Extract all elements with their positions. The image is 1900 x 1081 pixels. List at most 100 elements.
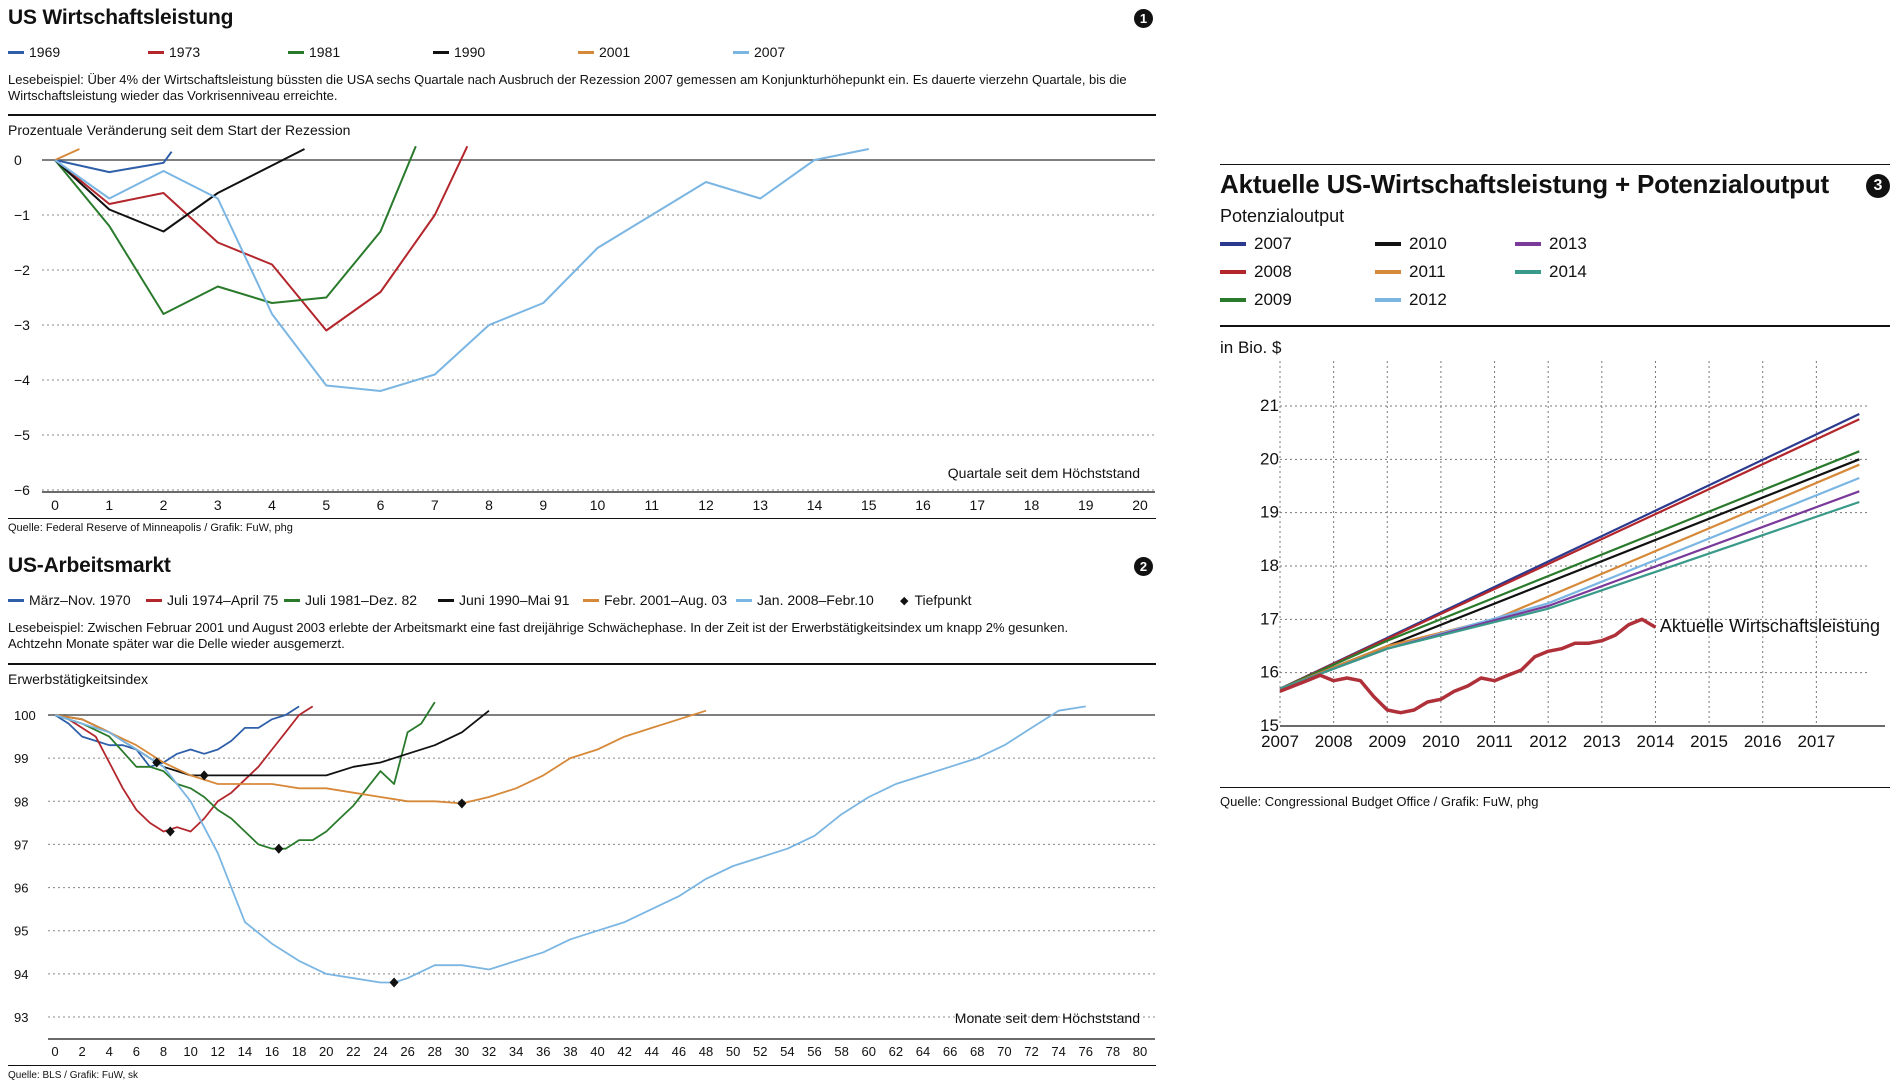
legend-swatch [1375, 270, 1401, 274]
x-tick-label: 30 [455, 1044, 469, 1059]
legend-label: Febr. 2001–Aug. 03 [604, 592, 727, 608]
x-tick-label: 34 [509, 1044, 523, 1059]
x-tick-label: 40 [590, 1044, 604, 1059]
panel-number-badge: 3 [1866, 174, 1890, 198]
y-tick-label: 21 [1260, 396, 1279, 415]
divider [8, 1065, 1156, 1066]
y-tick-label: 99 [14, 751, 28, 766]
gdp-chart: 0−1−2−3−4−5−60 1 2 3 4 5 6 7 8 9 10 11 12 13 14 15 16 17 1… [14, 145, 1155, 513]
legend-item: 2009 [1220, 290, 1292, 310]
series-line [54, 705, 314, 833]
x-tick-label: 0 [51, 1044, 58, 1059]
legend-swatch [1220, 270, 1246, 274]
x-tick-label: 78 [1106, 1044, 1120, 1059]
x-tick-label: 13 [752, 497, 768, 513]
x-tick-label: 2015 [1690, 732, 1728, 751]
divider [8, 114, 1156, 116]
legend-item: Jan. 2008–Febr.10 [736, 592, 896, 608]
y-tick-label: −5 [14, 427, 30, 443]
x-tick-label: 17 [969, 497, 985, 513]
y-tick-label: 15 [1260, 716, 1279, 735]
y-tick-label: 96 [14, 881, 28, 896]
y-tick-label: −4 [14, 372, 30, 388]
series-line [54, 701, 436, 850]
x-tick-label: 44 [645, 1044, 659, 1059]
series-line [1279, 450, 1860, 690]
x-tick-label: 2010 [1422, 732, 1460, 751]
x-tick-label: 14 [238, 1044, 252, 1059]
legend-swatch [736, 598, 752, 602]
legend-item: 1973 [148, 44, 288, 60]
x-tick-label: 2014 [1637, 732, 1675, 751]
gdp-legend: 1969 1973 1981 1990 2001 2007 [8, 44, 873, 60]
legend-swatch [148, 50, 164, 54]
y-tick-label: 18 [1260, 556, 1279, 575]
x-tick-label: 20 [1132, 497, 1148, 513]
actual-output-label: Aktuelle Wirtschaftsleistung [1660, 616, 1880, 636]
labor-panel-title: US-Arbeitsmarkt [8, 554, 171, 577]
series-line [54, 709, 707, 805]
x-tick-label: 2009 [1368, 732, 1406, 751]
x-axis-title: Quartale seit dem Höchststand [948, 465, 1140, 481]
x-tick-label: 4 [106, 1044, 113, 1059]
legend-swatch [284, 598, 300, 602]
legend-label: 2009 [1254, 290, 1292, 309]
series-line [54, 145, 417, 315]
gdp-panel: US Wirtschaftsleistung 1 1969 1973 1981 … [0, 0, 1160, 540]
x-tick-label: 32 [482, 1044, 496, 1059]
x-tick-label: 64 [916, 1044, 930, 1059]
potential-legend: 2007 2008 2009 2010 2011 2012 2013 2014 [1220, 234, 1820, 314]
y-tick-label: −2 [14, 262, 30, 278]
x-tick-label: 36 [536, 1044, 550, 1059]
y-tick-label: 16 [1260, 663, 1279, 682]
x-tick-label: 9 [539, 497, 547, 513]
legend-swatch [1220, 298, 1246, 302]
legend-label: 2014 [1549, 262, 1587, 281]
legend-item: Juli 1981–Dez. 82 [284, 592, 438, 608]
panel-number-badge: 2 [1134, 557, 1153, 576]
legend-item: 2011 [1375, 262, 1446, 282]
x-tick-label: 2011 [1476, 732, 1513, 751]
gdp-y-label: Prozentuale Veränderung seit dem Start d… [8, 122, 351, 138]
legend-label: 1981 [309, 44, 341, 60]
legend-label: 1969 [29, 44, 61, 60]
legend-label: März–Nov. 1970 [29, 592, 131, 608]
potential-y-label: in Bio. $ [1220, 338, 1282, 357]
labor-note: Lesebeispiel: Zwischen Februar 2001 und … [8, 620, 1069, 635]
divider [8, 518, 1156, 519]
x-tick-label: 18 [1024, 497, 1040, 513]
labor-panel: US-Arbeitsmarkt 2 März–Nov. 1970 Juli 19… [0, 545, 1160, 1081]
tiefpunkt-marker [199, 770, 209, 781]
legend-swatch [1375, 242, 1401, 246]
x-tick-label: 10 [183, 1044, 197, 1059]
tiefpunkt-marker [152, 757, 162, 768]
x-tick-label: 38 [563, 1044, 577, 1059]
legend-item: 1969 [8, 44, 148, 60]
x-tick-label: 5 [322, 497, 330, 513]
x-tick-label: 66 [943, 1044, 957, 1059]
legend-swatch [8, 598, 24, 602]
legend-label: 1973 [169, 44, 201, 60]
legend-label: 1990 [454, 44, 486, 60]
y-tick-label: 93 [14, 1010, 28, 1025]
x-tick-label: 6 [377, 497, 385, 513]
x-tick-label: 68 [970, 1044, 984, 1059]
x-tick-label: 48 [699, 1044, 713, 1059]
series-line [1279, 500, 1860, 690]
legend-item: 2014 [1515, 262, 1587, 282]
series-line [54, 148, 869, 392]
potential-panel: Aktuelle US-Wirtschaftsleistung + Potenz… [1210, 160, 1900, 830]
labor-legend: März–Nov. 1970 Juli 1974–April 75 Juli 1… [8, 592, 1016, 608]
series-line [54, 705, 1086, 984]
legend-label: Juli 1981–Dez. 82 [305, 592, 418, 608]
x-tick-label: 2007 [1261, 732, 1299, 751]
x-tick-label: 22 [346, 1044, 360, 1059]
x-tick-label: 52 [753, 1044, 767, 1059]
y-tick-label: 94 [14, 967, 28, 982]
series-line [1279, 418, 1860, 690]
x-tick-label: 16 [915, 497, 931, 513]
series-line [1279, 463, 1860, 690]
legend-item: 2013 [1515, 234, 1587, 254]
legend-swatch [288, 50, 304, 54]
